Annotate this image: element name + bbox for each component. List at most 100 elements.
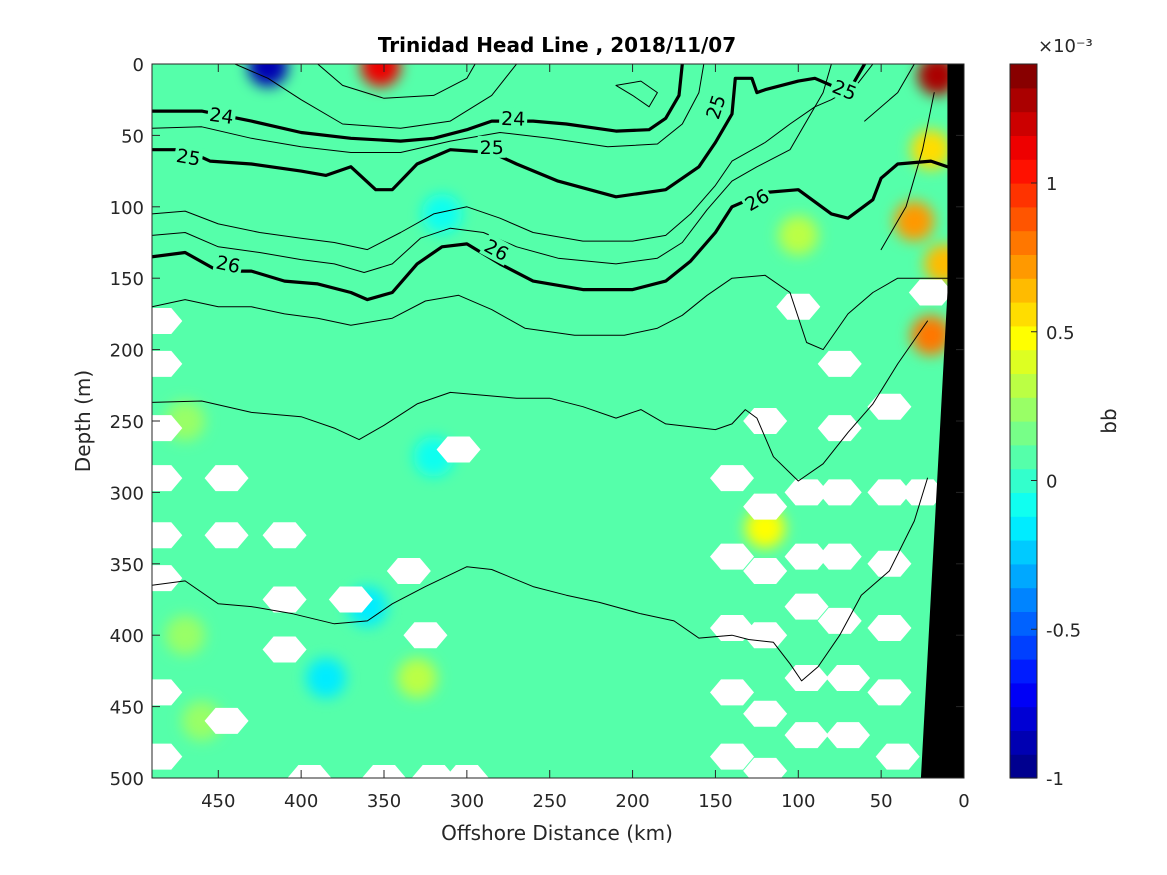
missing-data-cell bbox=[784, 543, 829, 570]
contour-label-text: 25 bbox=[174, 145, 202, 171]
missing-data-cell bbox=[386, 557, 431, 584]
colorbar-band bbox=[1010, 659, 1037, 684]
missing-data-cell bbox=[867, 615, 912, 642]
colorbar-band bbox=[1010, 635, 1037, 660]
bb-field-patch bbox=[165, 615, 206, 656]
missing-data-cell bbox=[875, 743, 920, 770]
missing-data-cell bbox=[867, 679, 912, 706]
missing-data-cell bbox=[826, 722, 870, 749]
missing-data-cell bbox=[262, 636, 307, 663]
colorbar-band bbox=[1010, 159, 1037, 184]
x-tick-label: 200 bbox=[615, 791, 649, 812]
missing-data-cell bbox=[436, 436, 481, 463]
density-contour-bold bbox=[152, 64, 867, 199]
missing-data-cell bbox=[908, 279, 953, 306]
missing-data-cell bbox=[204, 707, 249, 734]
contour-label-gap bbox=[498, 106, 528, 130]
missing-data-cell bbox=[743, 700, 788, 727]
colorbar-tick-label: 0.5 bbox=[1046, 323, 1075, 344]
contour-label: 24 bbox=[498, 106, 528, 131]
missing-data-cell bbox=[867, 393, 912, 420]
colorbar-bands bbox=[1010, 64, 1037, 779]
missing-data-cell bbox=[743, 493, 788, 520]
missing-data-cell bbox=[262, 522, 307, 549]
colorbar-band bbox=[1010, 540, 1037, 565]
x-axis: 450 400 350 300 250 200 150 100 50 0 bbox=[201, 64, 970, 812]
density-contour-thin bbox=[152, 64, 705, 153]
colorbar-tick-label: 0 bbox=[1046, 472, 1057, 493]
missing-data-cell bbox=[743, 622, 788, 649]
chart-title: Trinidad Head Line , 2018/11/07 bbox=[378, 33, 736, 57]
contour-label: 25 bbox=[172, 143, 205, 171]
missing-data-cell bbox=[710, 543, 754, 570]
colorbar-band bbox=[1010, 397, 1037, 422]
missing-data-cell bbox=[328, 586, 373, 613]
colorbar-band bbox=[1010, 587, 1037, 612]
missing-data-cell bbox=[403, 622, 448, 649]
y-tick-label: 500 bbox=[110, 769, 144, 790]
contour-label-gap bbox=[172, 143, 205, 171]
bb-field-patch bbox=[422, 193, 462, 234]
density-contour-bold bbox=[152, 159, 949, 302]
colorbar-tick-label: 1 bbox=[1046, 174, 1057, 195]
missing-data-cell bbox=[710, 743, 754, 770]
colorbar-band bbox=[1010, 230, 1037, 255]
colorbar-band bbox=[1010, 754, 1037, 779]
contour-label-gap bbox=[212, 250, 245, 278]
density-contour-bold bbox=[152, 64, 684, 143]
contour-label-text: 24 bbox=[208, 104, 235, 129]
missing-data-cell bbox=[710, 615, 754, 642]
y-tick-label: 0 bbox=[133, 55, 144, 76]
density-contour-thin bbox=[152, 274, 948, 351]
bb-field-patch bbox=[894, 201, 935, 242]
density-contour-thin bbox=[317, 64, 476, 99]
bb-field-patch bbox=[306, 658, 346, 699]
colorbar-band bbox=[1010, 135, 1037, 160]
y-tick-label: 300 bbox=[110, 483, 144, 504]
missing-data-cell bbox=[710, 465, 754, 492]
density-contour-thin bbox=[152, 477, 928, 682]
colorbar-band bbox=[1010, 64, 1037, 89]
colorbar-band bbox=[1010, 444, 1037, 470]
colorbar-band bbox=[1010, 516, 1037, 541]
colorbar-label: bb bbox=[1097, 408, 1121, 433]
density-contour-thin bbox=[864, 64, 915, 122]
contour-label-gap bbox=[477, 135, 506, 158]
y-tick-label: 400 bbox=[110, 626, 144, 647]
y-axis: 0 50 100 150 200 250 300 350 400 450 500 bbox=[110, 55, 964, 790]
density-contour-thin bbox=[234, 64, 518, 129]
missing-data-cell bbox=[152, 308, 183, 335]
colorbar-band bbox=[1010, 492, 1037, 517]
missing-data-cell bbox=[867, 550, 912, 577]
contour-label-gap bbox=[479, 233, 515, 266]
missing-data-cell bbox=[204, 522, 249, 549]
y-tick-label: 450 bbox=[110, 698, 144, 719]
colorbar-band bbox=[1010, 325, 1037, 351]
missing-data-cell bbox=[411, 765, 456, 778]
colorbar-band bbox=[1010, 183, 1037, 208]
colorbar-band bbox=[1010, 682, 1037, 708]
missing-data-cell bbox=[900, 479, 945, 506]
bb-field-patch bbox=[181, 700, 222, 741]
y-tick-label: 50 bbox=[121, 126, 144, 147]
missing-data-cell bbox=[784, 593, 829, 620]
y-tick-label: 350 bbox=[110, 555, 144, 576]
colorbar-exponent: ×10⁻³ bbox=[1038, 36, 1093, 57]
contour-label-gap bbox=[206, 102, 237, 129]
contour-label-text: 24 bbox=[501, 108, 526, 131]
x-tick-label: 100 bbox=[781, 791, 815, 812]
missing-data-cell bbox=[817, 543, 862, 570]
missing-data-cell bbox=[743, 408, 788, 434]
x-tick-label: 400 bbox=[284, 791, 318, 812]
colorbar-band bbox=[1010, 611, 1037, 636]
x-tick-label: 50 bbox=[870, 791, 893, 812]
missing-data-cell bbox=[743, 757, 788, 778]
colorbar-band bbox=[1010, 349, 1037, 374]
missing-data-cell bbox=[287, 765, 332, 778]
x-tick-label: 350 bbox=[367, 791, 401, 812]
missing-data-cell bbox=[867, 479, 912, 506]
colorbar-ticks: -1 -0.5 0 0.5 1 bbox=[1031, 174, 1081, 790]
colorbar-band bbox=[1010, 87, 1037, 113]
colorbar-band bbox=[1010, 706, 1037, 731]
